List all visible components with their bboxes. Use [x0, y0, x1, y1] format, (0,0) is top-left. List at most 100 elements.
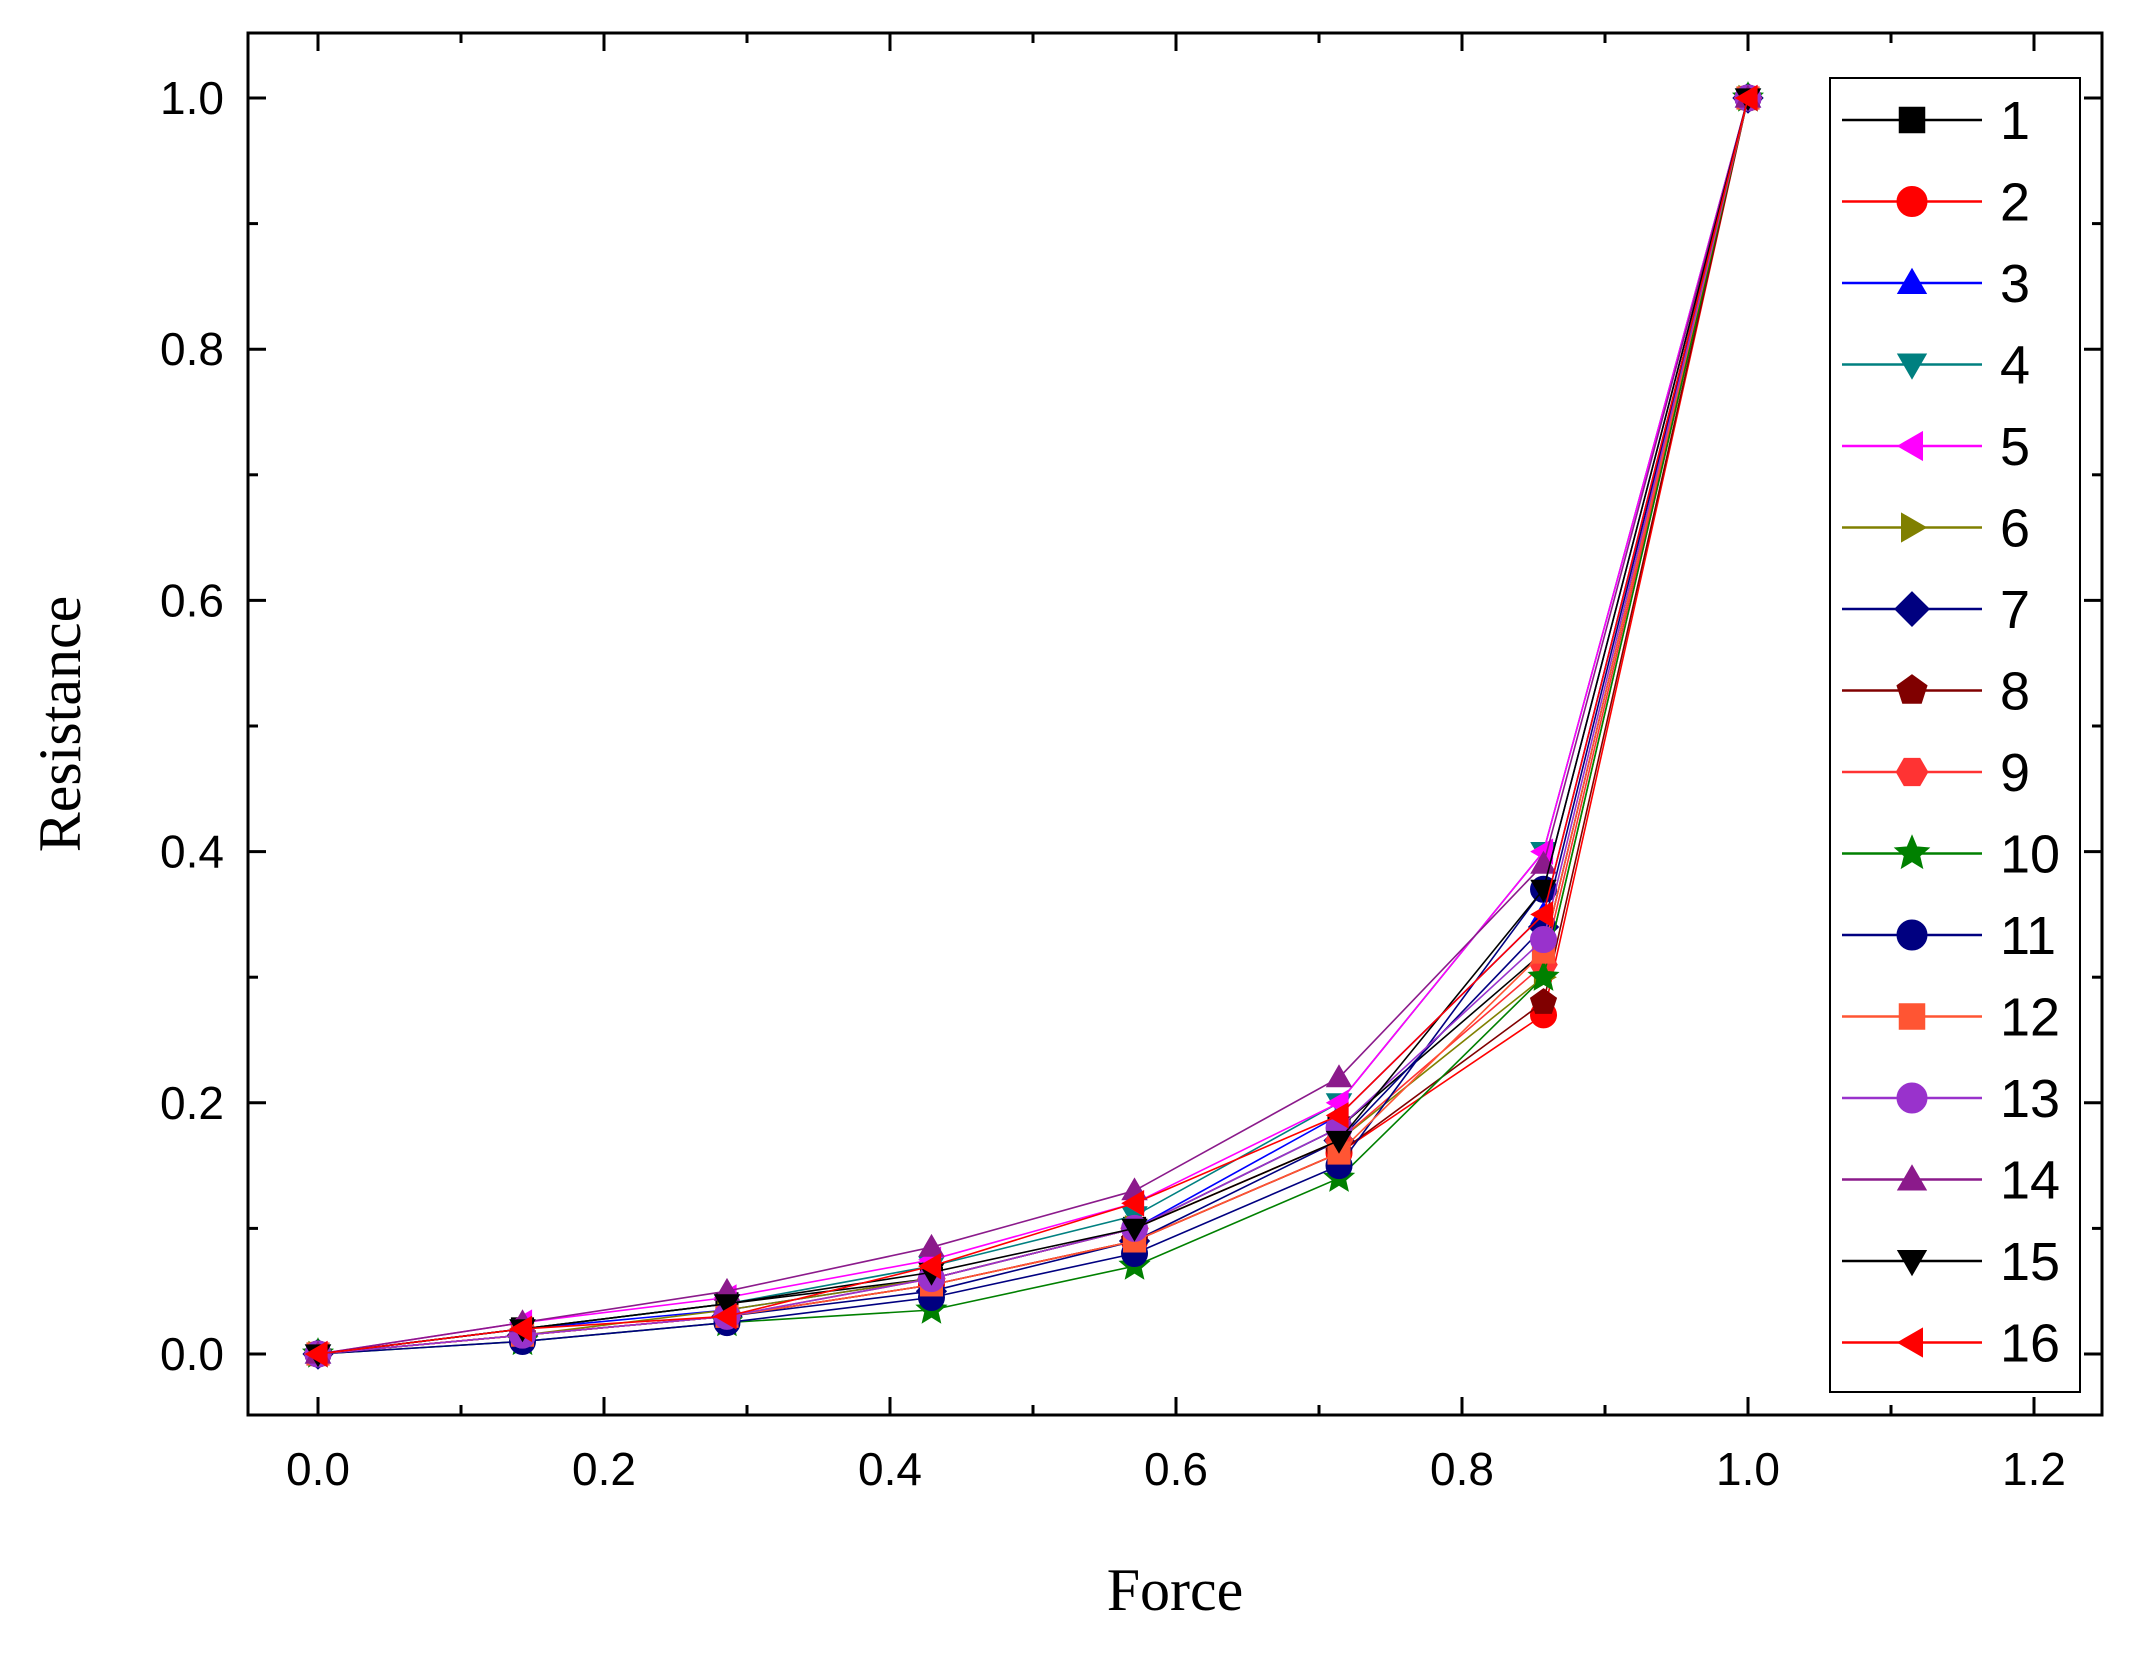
series-14 — [304, 84, 1762, 1364]
series-3 — [304, 84, 1762, 1364]
series-line — [317, 97, 1749, 1355]
legend-marker — [1896, 919, 1928, 951]
legend-marker — [1896, 267, 1928, 294]
series-line — [317, 97, 1749, 1355]
legend-marker — [1898, 1003, 1926, 1030]
series-line — [317, 97, 1749, 1355]
x-axis-title: Force — [1107, 1557, 1244, 1623]
series-7 — [302, 82, 1764, 1370]
legend-label: 7 — [2000, 580, 2030, 640]
legend-marker — [1896, 1164, 1928, 1191]
legend-marker — [1896, 1082, 1928, 1114]
legend-label: 1 — [2000, 91, 2030, 151]
legend-label: 12 — [2000, 988, 2060, 1048]
y-tick-label: 0.0 — [160, 1328, 224, 1380]
legend-item: 16 — [1842, 1314, 2060, 1374]
data-point — [918, 1252, 942, 1280]
legend-item: 15 — [1842, 1232, 2060, 1292]
legend-label: 15 — [2000, 1232, 2060, 1292]
legend-box — [1829, 77, 2081, 1393]
series-13 — [304, 84, 1762, 1368]
series-8 — [304, 83, 1762, 1366]
data-point — [1529, 988, 1558, 1014]
legend-marker — [1898, 106, 1926, 134]
data-point — [1734, 84, 1758, 112]
data-point — [1325, 1064, 1353, 1088]
legend-marker — [1896, 674, 1928, 704]
data-point — [1325, 1102, 1349, 1129]
legend-marker — [1896, 353, 1928, 380]
legend-item: 11 — [1842, 906, 2056, 966]
data-point — [304, 1340, 328, 1368]
legend-item: 5 — [1842, 417, 2030, 477]
data-point — [1325, 1130, 1353, 1154]
series-15 — [304, 88, 1762, 1368]
legend-marker — [1895, 757, 1929, 787]
data-point — [713, 1303, 737, 1330]
legend-label: 9 — [2000, 743, 2030, 803]
series-line — [317, 97, 1749, 1355]
legend-item: 13 — [1842, 1069, 2060, 1129]
legend-item: 14 — [1842, 1151, 2060, 1211]
x-tick-label: 0.8 — [1430, 1443, 1494, 1495]
series-10 — [301, 81, 1765, 1368]
series-4 — [304, 88, 1762, 1368]
legend-marker — [1893, 834, 1931, 870]
y-tick-label: 0.4 — [160, 826, 224, 878]
legend-label: 6 — [2000, 499, 2030, 559]
x-tick-label: 0.2 — [572, 1443, 636, 1495]
legend-item: 6 — [1842, 499, 2030, 559]
legend-item: 12 — [1842, 988, 2060, 1048]
legend-item: 1 — [1842, 91, 2030, 151]
legend-marker — [1896, 186, 1928, 217]
data-point — [1530, 926, 1558, 954]
series-line — [317, 97, 1749, 1355]
series-5 — [304, 84, 1758, 1368]
legend-marker — [1896, 1327, 1923, 1358]
data-point — [1527, 960, 1560, 991]
y-axis-title: Resistance — [27, 596, 93, 853]
series-1 — [306, 86, 1760, 1366]
legend-item: 3 — [1842, 254, 2030, 314]
legend-label: 16 — [2000, 1314, 2060, 1374]
legend-item: 7 — [1842, 580, 2030, 640]
y-tick-label: 0.6 — [160, 574, 224, 626]
legend-label: 8 — [2000, 662, 2030, 722]
y-tick-label: 1.0 — [160, 72, 224, 124]
legend-label: 10 — [2000, 825, 2060, 885]
series-line — [317, 97, 1749, 1355]
series-line — [317, 97, 1749, 1355]
series-line — [317, 97, 1749, 1355]
x-tick-label: 0.6 — [1144, 1443, 1208, 1495]
legend-label: 5 — [2000, 417, 2030, 477]
data-point — [918, 1233, 945, 1257]
series-9 — [303, 85, 1763, 1367]
legend-marker — [1896, 1250, 1928, 1277]
legend-item: 10 — [1842, 825, 2060, 885]
legend-label: 2 — [2000, 173, 2030, 233]
series-line — [317, 97, 1749, 1355]
legend-label: 3 — [2000, 254, 2030, 314]
series-11 — [304, 84, 1762, 1368]
data-point — [1121, 1218, 1148, 1242]
legend-marker — [1901, 512, 1928, 543]
plot-area: 0.0 0.2 0.4 0.6 0.8 1.0 1.2 0.0 0.2 0.4 0.6 0.8 1.0 1… — [160, 31, 2104, 1495]
legend-label: 14 — [2000, 1151, 2060, 1211]
series-line — [317, 97, 1749, 1355]
x-tick-label: 1.0 — [1716, 1443, 1780, 1495]
data-point — [509, 1315, 533, 1343]
series-line — [317, 97, 1749, 1355]
series-2 — [304, 84, 1762, 1368]
x-tick-label: 1.2 — [2002, 1443, 2066, 1495]
y-tick-label: 0.8 — [160, 323, 224, 375]
legend-label: 11 — [2000, 906, 2056, 966]
series-line — [317, 97, 1749, 1355]
x-tick-label: 0.4 — [858, 1443, 922, 1495]
data-point — [1121, 1190, 1145, 1217]
legend-item: 9 — [1842, 743, 2030, 803]
data-point — [1530, 901, 1554, 928]
series-16 — [304, 84, 1758, 1368]
y-tick-label: 0.2 — [160, 1077, 224, 1129]
